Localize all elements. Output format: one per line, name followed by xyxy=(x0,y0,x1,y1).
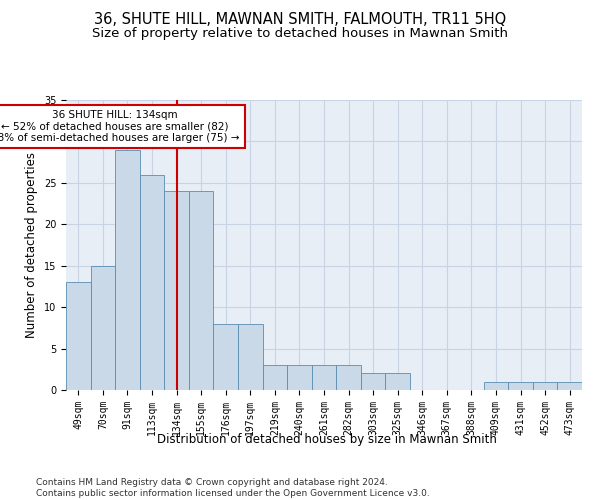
Bar xyxy=(312,365,336,390)
Bar xyxy=(115,150,140,390)
Bar xyxy=(361,374,385,390)
Bar xyxy=(66,282,91,390)
Bar xyxy=(263,365,287,390)
Text: Distribution of detached houses by size in Mawnan Smith: Distribution of detached houses by size … xyxy=(157,432,497,446)
Bar xyxy=(91,266,115,390)
Text: 36, SHUTE HILL, MAWNAN SMITH, FALMOUTH, TR11 5HQ: 36, SHUTE HILL, MAWNAN SMITH, FALMOUTH, … xyxy=(94,12,506,28)
Bar xyxy=(484,382,508,390)
Bar xyxy=(385,374,410,390)
Bar xyxy=(164,191,189,390)
Bar xyxy=(533,382,557,390)
Text: Contains HM Land Registry data © Crown copyright and database right 2024.
Contai: Contains HM Land Registry data © Crown c… xyxy=(36,478,430,498)
Bar xyxy=(189,191,214,390)
Bar xyxy=(508,382,533,390)
Y-axis label: Number of detached properties: Number of detached properties xyxy=(25,152,38,338)
Bar xyxy=(140,174,164,390)
Bar xyxy=(214,324,238,390)
Text: Size of property relative to detached houses in Mawnan Smith: Size of property relative to detached ho… xyxy=(92,28,508,40)
Bar xyxy=(238,324,263,390)
Bar xyxy=(287,365,312,390)
Bar xyxy=(557,382,582,390)
Bar xyxy=(336,365,361,390)
Text: 36 SHUTE HILL: 134sqm
← 52% of detached houses are smaller (82)
48% of semi-deta: 36 SHUTE HILL: 134sqm ← 52% of detached … xyxy=(0,110,239,143)
